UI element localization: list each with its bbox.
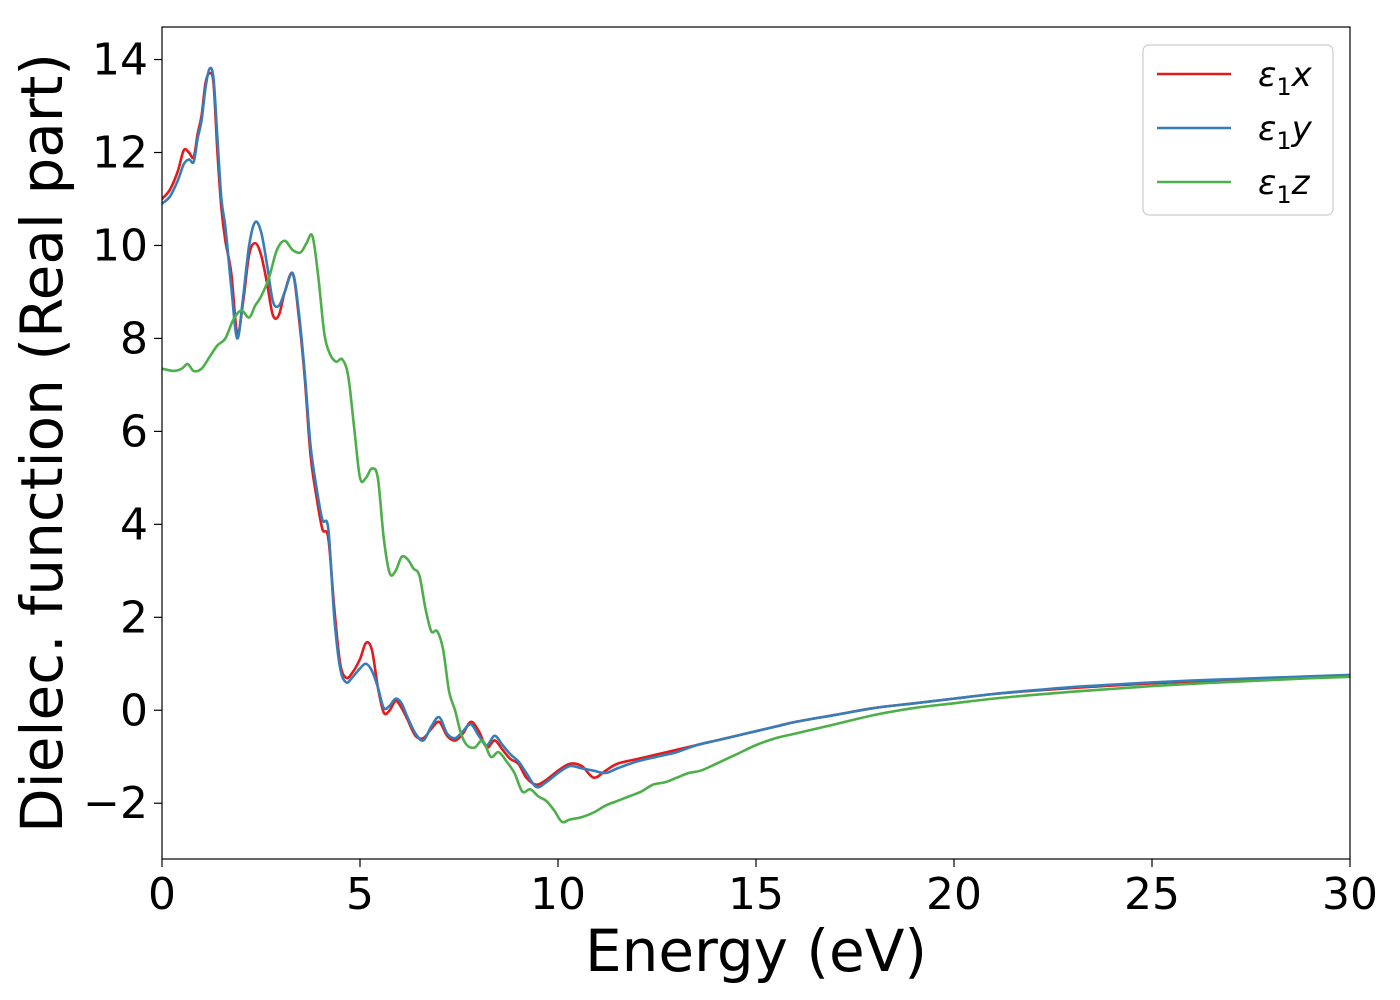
y-tick-label: 8	[120, 313, 148, 364]
y-tick-label: 4	[120, 499, 148, 550]
series-line-z	[162, 233, 1350, 824]
x-tick-label: 20	[926, 869, 982, 920]
x-tick-label: 25	[1124, 869, 1180, 920]
x-axis-ticks: 0 5 10 15 20 25 30	[148, 859, 1378, 920]
x-tick-label: 15	[728, 869, 784, 920]
y-axis-ticks: −2 0 2 4 6 8 10 12 14	[83, 35, 162, 829]
y-tick-label: 2	[120, 592, 148, 643]
x-tick-label: 0	[148, 869, 176, 920]
legend-box	[1142, 44, 1334, 216]
legend-label-x: ε1x	[1258, 55, 1313, 101]
x-tick-label: 10	[530, 869, 586, 920]
legend: ε1x ε1y ε1z	[1142, 44, 1334, 216]
series-line-y	[162, 66, 1350, 789]
legend-label-z: ε1z	[1258, 163, 1311, 209]
y-tick-label: 10	[92, 220, 148, 271]
x-tick-label: 5	[346, 869, 374, 920]
y-axis-title: Dielec. function (Real part)	[8, 53, 76, 833]
y-tick-label: 0	[120, 685, 148, 736]
y-tick-label: 14	[92, 35, 148, 86]
y-tick-label: 12	[92, 127, 148, 178]
series-lines	[162, 66, 1350, 824]
y-tick-label: −2	[83, 778, 148, 829]
x-tick-label: 30	[1322, 869, 1378, 920]
y-tick-label: 6	[120, 406, 148, 457]
x-axis-title: Energy (eV)	[585, 917, 927, 985]
legend-label-y: ε1y	[1258, 109, 1313, 155]
